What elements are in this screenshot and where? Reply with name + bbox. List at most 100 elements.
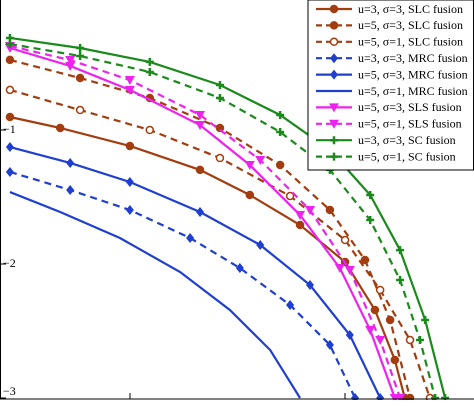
marker bbox=[215, 80, 224, 89]
series-line bbox=[9, 191, 301, 399]
marker bbox=[256, 239, 265, 250]
marker bbox=[330, 152, 338, 161]
marker bbox=[304, 205, 315, 215]
plot-area bbox=[4, 33, 450, 400]
marker bbox=[145, 125, 155, 135]
marker bbox=[441, 394, 450, 400]
marker bbox=[366, 216, 375, 225]
marker bbox=[366, 190, 375, 199]
series-line bbox=[9, 42, 437, 399]
marker bbox=[344, 266, 355, 276]
legend-label: u=5, σ=1, SLC fusion bbox=[358, 35, 463, 49]
marker bbox=[325, 339, 334, 350]
marker bbox=[215, 153, 225, 163]
marker bbox=[421, 316, 430, 325]
marker bbox=[330, 136, 338, 145]
marker bbox=[125, 204, 134, 215]
marker bbox=[145, 57, 154, 66]
marker bbox=[186, 233, 195, 244]
marker bbox=[124, 76, 135, 86]
marker bbox=[145, 67, 154, 76]
marker bbox=[196, 207, 205, 218]
marker bbox=[385, 315, 395, 325]
marker bbox=[5, 142, 14, 153]
marker bbox=[275, 160, 285, 170]
marker bbox=[329, 103, 339, 113]
marker bbox=[235, 263, 244, 274]
marker bbox=[65, 61, 76, 71]
marker bbox=[370, 305, 380, 315]
marker bbox=[330, 53, 338, 64]
marker bbox=[245, 190, 255, 200]
marker bbox=[276, 128, 285, 137]
marker bbox=[365, 326, 376, 336]
marker bbox=[329, 37, 339, 47]
legend-label: u=5, σ=1, MRC fusion bbox=[358, 84, 468, 98]
marker bbox=[390, 355, 400, 365]
legend-label: u=5, σ=3, SLC fusion bbox=[358, 18, 463, 32]
series-line bbox=[9, 36, 447, 399]
legend-label: u=5, σ=3, MRC fusion bbox=[358, 67, 468, 81]
marker bbox=[5, 55, 15, 65]
marker bbox=[325, 205, 335, 215]
marker bbox=[345, 330, 354, 341]
marker bbox=[5, 85, 15, 95]
legend-label: u=5, σ=3, SLS fusion bbox=[358, 100, 462, 114]
marker bbox=[295, 210, 306, 220]
marker bbox=[329, 4, 339, 14]
marker bbox=[405, 335, 415, 345]
legend-label: u=3, σ=3, MRC fusion bbox=[358, 51, 468, 65]
marker bbox=[76, 43, 85, 52]
marker bbox=[340, 235, 350, 245]
marker bbox=[66, 157, 75, 168]
marker bbox=[286, 300, 295, 311]
series-line bbox=[9, 145, 382, 399]
marker bbox=[215, 123, 225, 133]
marker bbox=[75, 73, 85, 83]
marker bbox=[75, 105, 85, 115]
marker bbox=[396, 246, 405, 255]
marker bbox=[285, 191, 295, 201]
legend-label: u=3, σ=3, SLC fusion bbox=[358, 2, 463, 16]
marker bbox=[351, 393, 360, 400]
marker bbox=[396, 275, 405, 284]
marker bbox=[215, 93, 224, 102]
marker bbox=[255, 156, 266, 166]
marker bbox=[5, 166, 14, 177]
marker bbox=[195, 165, 205, 175]
marker bbox=[329, 119, 339, 129]
marker bbox=[76, 52, 85, 61]
marker bbox=[124, 85, 135, 95]
marker bbox=[55, 123, 65, 133]
marker bbox=[125, 141, 135, 151]
marker bbox=[334, 264, 345, 274]
marker bbox=[376, 393, 385, 400]
marker bbox=[295, 220, 305, 230]
marker bbox=[195, 121, 206, 131]
marker bbox=[375, 335, 386, 345]
marker bbox=[5, 39, 14, 48]
series-line bbox=[9, 170, 357, 399]
legend-label: u=5, σ=1, SLS fusion bbox=[358, 117, 462, 131]
marker bbox=[431, 394, 440, 400]
marker bbox=[65, 56, 76, 66]
y-tick-label: −2 bbox=[3, 256, 16, 270]
marker bbox=[66, 185, 75, 196]
marker bbox=[329, 21, 339, 30]
legend: u=3, σ=3, SLC fusion u=5, σ=3, SLC fusion… bbox=[307, 0, 474, 171]
marker bbox=[375, 285, 385, 295]
marker bbox=[5, 112, 15, 122]
marker bbox=[330, 69, 338, 80]
y-tick-label: −1 bbox=[3, 122, 16, 136]
marker bbox=[415, 335, 424, 344]
series-line bbox=[9, 115, 406, 399]
marker bbox=[305, 280, 314, 291]
marker bbox=[276, 110, 285, 119]
y-tick-label: −3 bbox=[3, 384, 16, 398]
legend-label: u=5, σ=1, SC fusion bbox=[358, 149, 456, 163]
legend-label: u=3, σ=3, SC fusion bbox=[358, 133, 456, 147]
marker bbox=[360, 255, 370, 265]
marker bbox=[244, 160, 255, 170]
marker bbox=[125, 176, 134, 187]
